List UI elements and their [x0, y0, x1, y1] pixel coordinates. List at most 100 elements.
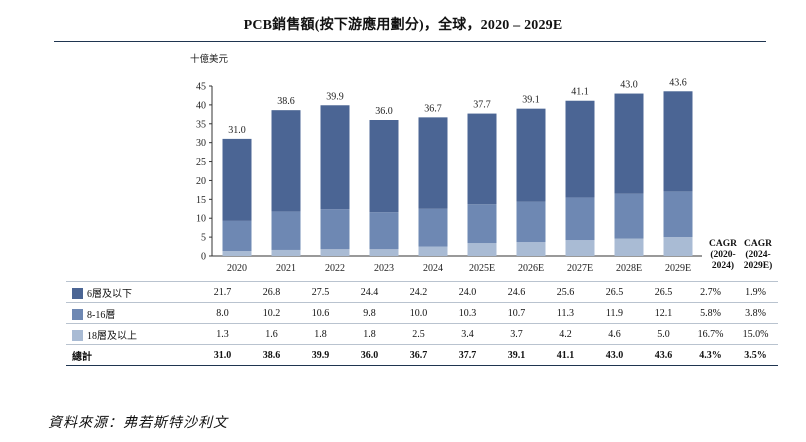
value-cell: 26.5: [639, 281, 688, 303]
bar-segment: [614, 193, 644, 239]
value-cell: 5.0: [639, 323, 688, 345]
bar-segment: [369, 249, 399, 256]
bar-segment: [516, 242, 546, 256]
cagr-cell: 1.9%: [733, 281, 778, 303]
x-tick-label: 2020: [227, 263, 247, 274]
value-cell: 1.8: [345, 323, 394, 345]
legend-label: 6層及以下: [87, 288, 132, 300]
cagr-header: CAGR: [744, 239, 772, 249]
value-cell: 10.6: [296, 302, 345, 324]
bar-segment: [663, 91, 693, 192]
y-tick-label: 0: [201, 252, 206, 263]
cagr-header: 2029E): [744, 260, 773, 271]
y-tick-label: 30: [196, 138, 206, 149]
bar-segment: [565, 100, 595, 198]
y-tick-label: 35: [196, 119, 206, 130]
chart-title: PCB銷售額(按下游應用劃分)，全球，2020 – 2029E: [243, 18, 563, 33]
bar-segment: [663, 237, 693, 256]
table-row: 8-16層 8.0 10.2 10.6 9.8 10.0 10.3 10.7 11.3 11.9 1…: [66, 302, 778, 324]
y-tick-label: 20: [196, 176, 206, 187]
bar-segment: [467, 204, 497, 244]
value-cell: 1.8: [296, 323, 345, 345]
value-cell: 1.6: [247, 323, 296, 345]
bar-segment: [467, 243, 497, 256]
bar-total-label: 39.1: [522, 94, 540, 105]
total-cell: 39.1: [492, 344, 541, 366]
bar-segment: [369, 212, 399, 250]
x-tick-label: 2022: [325, 263, 345, 274]
value-cell: 8.0: [198, 302, 247, 324]
legend-label: 8-16層: [87, 309, 116, 321]
value-cell: 26.5: [590, 281, 639, 303]
cagr-cell: 3.8%: [733, 302, 778, 324]
x-tick-label: 2025E: [469, 263, 495, 274]
value-cell: 2.5: [394, 323, 443, 345]
bar-segment: [320, 249, 350, 256]
value-cell: 26.8: [247, 281, 296, 303]
bar-segment: [320, 209, 350, 250]
cagr-header: 2024): [712, 260, 734, 271]
x-tick-label: 2028E: [616, 263, 642, 274]
x-tick-label: 2029E: [665, 263, 691, 274]
data-table: 6層及以下 21.7 26.8 27.5 24.4 24.2 24.0 24.6 25.6 26.…: [66, 281, 778, 366]
total-cell: 36.0: [345, 344, 394, 366]
total-cell: 43.0: [590, 344, 639, 366]
value-cell: 4.6: [590, 323, 639, 345]
title-divider: [54, 41, 766, 42]
source-note: 資料來源：弗若斯特沙利文: [48, 416, 228, 431]
bar-total-label: 43.0: [620, 80, 638, 91]
value-cell: 4.2: [541, 323, 590, 345]
value-cell: 10.0: [394, 302, 443, 324]
y-tick-label: 15: [196, 195, 206, 206]
row-label: 8-16層: [66, 302, 198, 324]
legend-swatch: [72, 329, 83, 341]
value-cell: 24.4: [345, 281, 394, 303]
value-cell: 27.5: [296, 281, 345, 303]
y-tick-label: 10: [196, 214, 206, 225]
bar-segment: [565, 240, 595, 256]
table-row: 18層及以上 1.3 1.6 1.8 1.8 2.5 3.4 3.7 4.2 4.6 5.0 16.7…: [66, 323, 778, 345]
x-tick-label: 2026E: [518, 263, 544, 274]
cagr-header: CAGR: [709, 239, 737, 249]
value-cell: 25.6: [541, 281, 590, 303]
x-tick-label: 2021: [276, 263, 296, 274]
bar-segment: [320, 105, 350, 210]
stacked-bar-chart: 十億美元 0 5 10 15 20 25 30 35 40 45 31.0 2020 38.6 2021 39…: [190, 53, 773, 274]
value-cell: 1.3: [198, 323, 247, 345]
bar-segment: [418, 208, 448, 247]
bar-total-label: 36.7: [424, 103, 442, 114]
bar-segment: [516, 108, 546, 202]
total-cell: 39.9: [296, 344, 345, 366]
value-cell: 9.8: [345, 302, 394, 324]
bar-segment: [271, 110, 301, 212]
cagr-cell: 16.7%: [688, 323, 733, 345]
total-cell: 41.1: [541, 344, 590, 366]
total-cell: 36.7: [394, 344, 443, 366]
bar-total-label: 39.9: [326, 91, 344, 102]
row-label: 總計: [66, 344, 198, 366]
bar-total-label: 41.1: [571, 87, 589, 98]
bar-segment: [663, 191, 693, 238]
cagr-header: (2020-: [710, 249, 735, 260]
bar-segment: [565, 197, 595, 241]
bar-total-label: 36.0: [375, 106, 393, 117]
bar-total-label: 38.6: [277, 96, 295, 107]
value-cell: 24.6: [492, 281, 541, 303]
value-cell: 24.2: [394, 281, 443, 303]
bar-total-label: 37.7: [473, 100, 491, 111]
cagr-header: (2024-: [745, 249, 770, 260]
value-cell: 3.7: [492, 323, 541, 345]
bar-segment: [467, 113, 497, 205]
total-cell: 43.6: [639, 344, 688, 366]
cagr-cell: 2.7%: [688, 281, 733, 303]
row-label: 6層及以下: [66, 281, 198, 303]
cagr-cell: 4.3%: [688, 344, 733, 366]
y-tick-label: 40: [196, 100, 206, 111]
value-cell: 24.0: [443, 281, 492, 303]
value-cell: 10.3: [443, 302, 492, 324]
bar-segment: [222, 251, 252, 256]
bar-segment: [369, 120, 399, 213]
bar-segment: [271, 249, 301, 256]
bar-segment: [614, 238, 644, 256]
cagr-cell: 3.5%: [733, 344, 778, 366]
